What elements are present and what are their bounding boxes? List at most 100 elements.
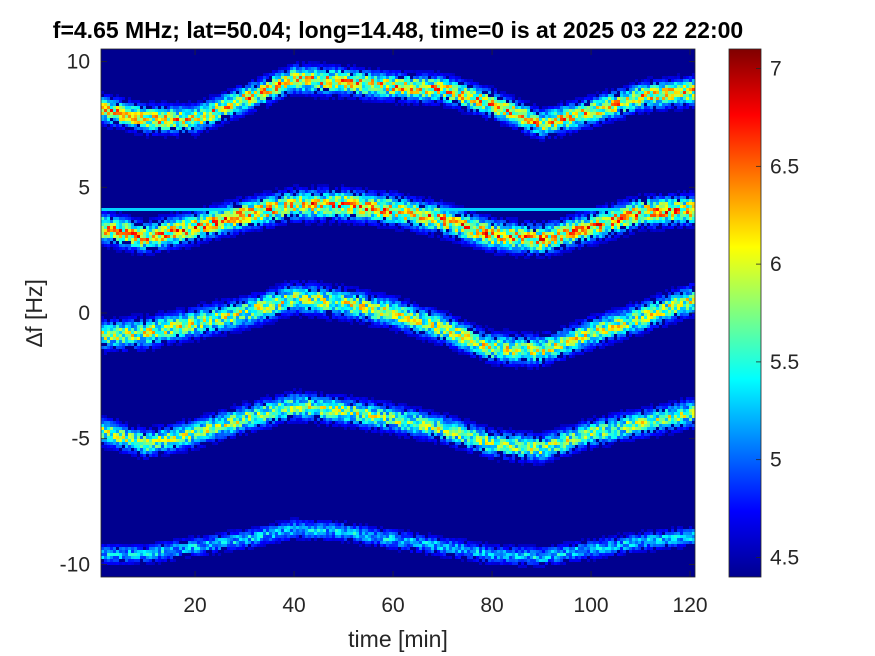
heatmap-cell xyxy=(236,547,239,550)
heatmap-cell xyxy=(215,103,218,106)
heatmap-cell xyxy=(233,433,236,436)
heatmap-cell xyxy=(236,310,239,313)
heatmap-cell xyxy=(344,205,347,208)
heatmap-cell xyxy=(110,424,113,427)
heatmap-cell xyxy=(107,424,110,427)
heatmap-cell xyxy=(104,121,107,124)
heatmap-cell xyxy=(200,436,203,439)
heatmap-cell xyxy=(113,343,116,346)
heatmap-cell xyxy=(104,415,107,418)
heatmap-cell xyxy=(200,553,203,556)
heatmap-cell xyxy=(200,220,203,223)
heatmap-cell xyxy=(170,235,173,238)
heatmap-cell xyxy=(347,298,350,301)
heatmap-cell xyxy=(398,100,401,103)
heatmap-cell xyxy=(338,217,341,220)
heatmap-cell xyxy=(119,247,122,250)
heatmap-cell xyxy=(230,211,233,214)
heatmap-cell xyxy=(185,451,188,454)
heatmap-cell xyxy=(290,535,293,538)
heatmap-cell xyxy=(113,247,116,250)
heatmap-cell xyxy=(392,94,395,97)
heatmap-cell xyxy=(116,448,119,451)
heatmap-cell xyxy=(338,64,341,67)
heatmap-cell xyxy=(380,307,383,310)
heatmap-cell xyxy=(347,307,350,310)
heatmap-cell xyxy=(380,544,383,547)
heatmap-cell xyxy=(323,397,326,400)
heatmap-cell xyxy=(188,430,191,433)
heatmap-cell xyxy=(122,220,125,223)
heatmap-cell xyxy=(185,115,188,118)
heatmap-cell xyxy=(185,337,188,340)
heatmap-cell xyxy=(347,223,350,226)
heatmap-cell xyxy=(338,196,341,199)
heatmap-cell xyxy=(137,250,140,253)
heatmap-cell xyxy=(386,538,389,541)
heatmap-cell xyxy=(353,79,356,82)
heatmap-cell xyxy=(260,409,263,412)
heatmap-cell xyxy=(284,187,287,190)
heatmap-cell xyxy=(209,238,212,241)
heatmap-cell xyxy=(170,547,173,550)
heatmap-cell xyxy=(353,217,356,220)
heatmap-cell xyxy=(329,301,332,304)
heatmap-cell xyxy=(344,292,347,295)
heatmap-cell xyxy=(140,454,143,457)
heatmap-cell xyxy=(275,316,278,319)
heatmap-cell xyxy=(236,421,239,424)
heatmap-cell xyxy=(143,544,146,547)
heatmap-cell xyxy=(260,541,263,544)
heatmap-cell xyxy=(179,127,182,130)
heatmap-cell xyxy=(395,547,398,550)
heatmap-cell xyxy=(302,76,305,79)
heatmap-cell xyxy=(224,313,227,316)
heatmap-cell xyxy=(368,211,371,214)
heatmap-cell xyxy=(134,247,137,250)
heatmap-cell xyxy=(359,400,362,403)
heatmap-cell xyxy=(128,322,131,325)
heatmap-cell xyxy=(380,427,383,430)
heatmap-cell xyxy=(332,523,335,526)
heatmap-cell xyxy=(263,415,266,418)
heatmap-cell xyxy=(140,250,143,253)
heatmap-cell xyxy=(287,304,290,307)
heatmap-cell xyxy=(341,316,344,319)
heatmap-cell xyxy=(341,67,344,70)
heatmap-cell xyxy=(290,64,293,67)
heatmap-cell xyxy=(194,316,197,319)
heatmap-cell xyxy=(353,295,356,298)
heatmap-cell xyxy=(386,79,389,82)
heatmap-cell xyxy=(233,424,236,427)
heatmap-cell xyxy=(119,337,122,340)
heatmap-cell xyxy=(203,436,206,439)
heatmap-cell xyxy=(170,319,173,322)
heatmap-cell xyxy=(251,196,254,199)
heatmap-cell xyxy=(326,73,329,76)
heatmap-cell xyxy=(344,295,347,298)
heatmap-cell xyxy=(335,205,338,208)
heatmap-cell xyxy=(287,295,290,298)
heatmap-cell xyxy=(251,214,254,217)
heatmap-cell xyxy=(281,220,284,223)
heatmap-cell xyxy=(287,208,290,211)
heatmap-cell xyxy=(245,532,248,535)
heatmap-cell xyxy=(311,292,314,295)
heatmap-cell xyxy=(332,289,335,292)
heatmap-cell xyxy=(314,412,317,415)
heatmap-cell xyxy=(113,100,116,103)
heatmap-cell xyxy=(338,532,341,535)
heatmap-cell xyxy=(299,292,302,295)
heatmap-cell xyxy=(158,244,161,247)
heatmap-cell xyxy=(155,133,158,136)
heatmap-cell xyxy=(272,406,275,409)
heatmap-cell xyxy=(230,430,233,433)
heatmap-cell xyxy=(293,403,296,406)
heatmap-cell xyxy=(161,424,164,427)
heatmap-cell xyxy=(374,319,377,322)
heatmap-cell xyxy=(176,220,179,223)
heatmap-cell xyxy=(386,412,389,415)
heatmap-cell xyxy=(200,112,203,115)
heatmap-cell xyxy=(383,70,386,73)
heatmap-cell xyxy=(359,196,362,199)
